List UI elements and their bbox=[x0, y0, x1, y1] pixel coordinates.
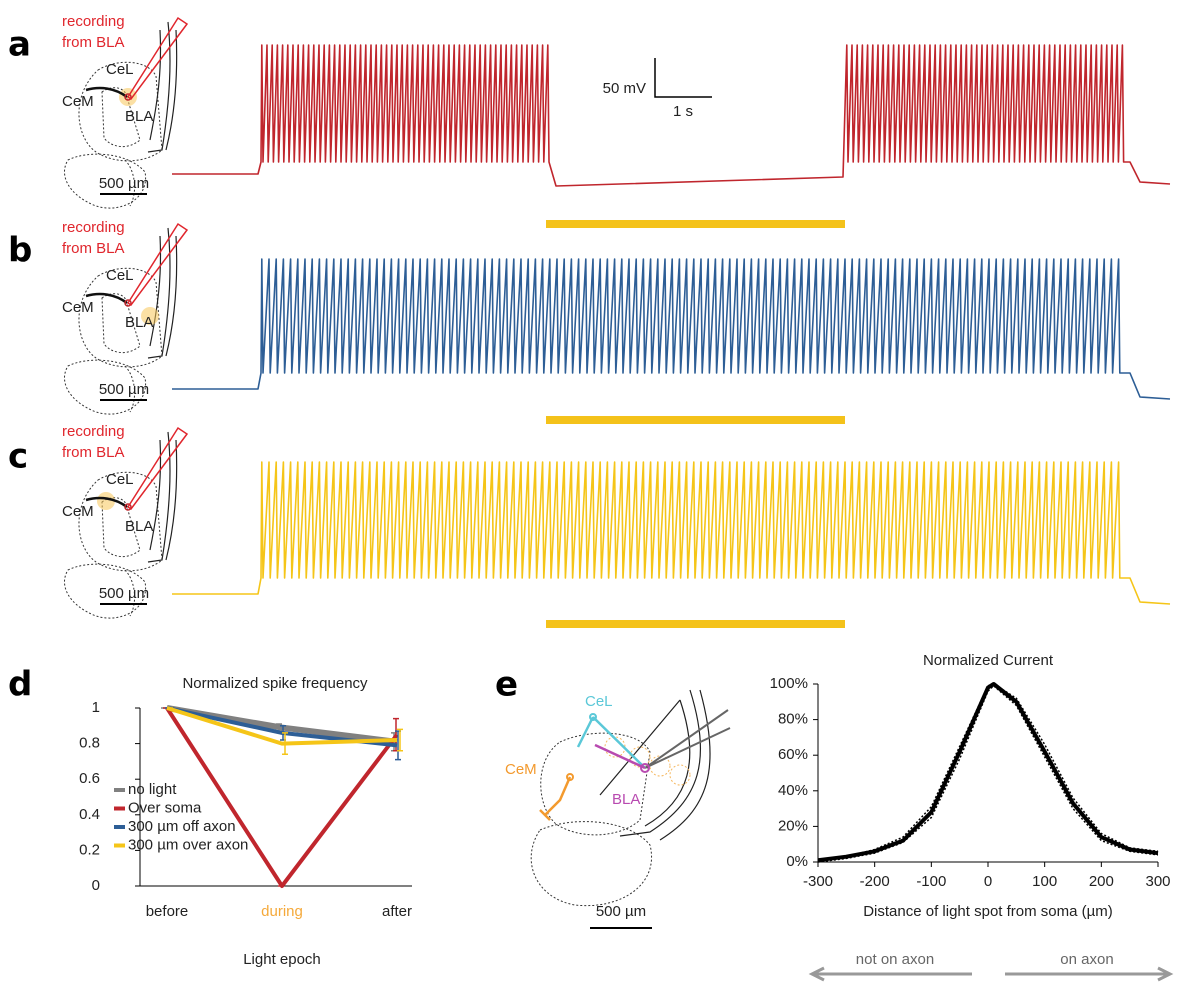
region-label: CeM bbox=[62, 93, 94, 110]
y-tick-label: 0.2 bbox=[79, 841, 100, 858]
panel-label: c bbox=[8, 437, 28, 477]
panel-label: a bbox=[8, 25, 31, 65]
x-axis-label: Light epoch bbox=[243, 951, 321, 968]
y-tick-label: 100% bbox=[770, 675, 808, 692]
x-axis-label: Distance of light spot from soma (µm) bbox=[863, 903, 1113, 920]
region-label: BLA bbox=[125, 314, 153, 331]
arrow-label: not on axon bbox=[856, 951, 934, 968]
arrow bbox=[1005, 968, 1170, 980]
axon bbox=[595, 745, 645, 768]
x-tick-label: after bbox=[382, 903, 412, 920]
y-tick-label: 60% bbox=[778, 746, 808, 763]
anatomy-schematic: recording from BLA CeL CeM BLA 500 µm bbox=[62, 219, 187, 414]
y-tick-label: 0.4 bbox=[79, 806, 100, 823]
chart-title: Normalized Current bbox=[923, 652, 1054, 669]
voltage-trace bbox=[172, 462, 1170, 604]
current-curve bbox=[818, 684, 1158, 860]
current-curve bbox=[818, 686, 1158, 862]
axon bbox=[578, 717, 645, 768]
region-label: BLA bbox=[125, 518, 153, 535]
recording-label: recording bbox=[62, 219, 125, 236]
region-label: CeL bbox=[106, 61, 134, 78]
y-tick-label: 0 bbox=[92, 877, 100, 894]
region-label: CeM bbox=[505, 761, 537, 778]
recording-label: recording bbox=[62, 423, 125, 440]
x-tick-label: 200 bbox=[1089, 873, 1114, 890]
region-label: CeL bbox=[106, 267, 134, 284]
series-line bbox=[167, 708, 397, 742]
region-outline bbox=[541, 733, 650, 835]
anatomy-schematic: recording from BLA CeL CeM BLA 500 µm bbox=[62, 13, 187, 208]
x-tick-label: 0 bbox=[984, 873, 992, 890]
anatomy-schematic: recording from BLA CeL CeM BLA 500 µm bbox=[62, 423, 187, 618]
region-label: BLA bbox=[125, 108, 153, 125]
x-tick-label: 100 bbox=[1032, 873, 1057, 890]
current-curve bbox=[818, 684, 1158, 860]
y-tick-label: 20% bbox=[778, 817, 808, 834]
scale-label: 50 mV bbox=[603, 80, 646, 97]
capsule bbox=[166, 30, 177, 150]
region-label: CeM bbox=[62, 299, 94, 316]
x-tick-label: during bbox=[261, 903, 303, 920]
legend-label: no light bbox=[128, 781, 177, 798]
panel-label: d bbox=[8, 665, 32, 705]
voltage-trace bbox=[172, 45, 1170, 186]
voltage-trace bbox=[172, 259, 1170, 399]
y-tick-label: 80% bbox=[778, 711, 808, 728]
legend-label: Over soma bbox=[128, 799, 202, 816]
capsule bbox=[166, 236, 177, 356]
capsule bbox=[600, 690, 710, 840]
x-tick-label: -200 bbox=[860, 873, 890, 890]
capsule bbox=[166, 440, 177, 560]
arrow-label: on axon bbox=[1060, 951, 1113, 968]
scale-label: 500 µm bbox=[99, 175, 149, 192]
axon bbox=[540, 777, 570, 820]
region-label: CeM bbox=[62, 503, 94, 520]
electrode bbox=[645, 710, 730, 768]
panel-label: b bbox=[8, 231, 32, 271]
anatomy-schematic: CeL CeM BLA 500 µm bbox=[505, 690, 730, 928]
x-tick-label: -300 bbox=[803, 873, 833, 890]
legend-label: 300 µm over axon bbox=[128, 836, 248, 853]
y-tick-label: 40% bbox=[778, 782, 808, 799]
figure: abcderecordingfrom BLACeLCeMBLA500 µmrec… bbox=[0, 0, 1180, 987]
light-bar bbox=[546, 620, 845, 628]
electrode bbox=[128, 18, 187, 99]
light-bar bbox=[546, 416, 845, 424]
region-label: BLA bbox=[612, 791, 640, 808]
chart-title: Normalized spike frequency bbox=[182, 675, 368, 692]
x-tick-label: before bbox=[146, 903, 189, 920]
light-spot bbox=[97, 492, 115, 510]
recording-label: recording bbox=[62, 13, 125, 30]
region-label: CeL bbox=[106, 471, 134, 488]
electrode bbox=[128, 428, 187, 509]
recording-label: from BLA bbox=[62, 240, 125, 257]
y-tick-label: 0.8 bbox=[79, 735, 100, 752]
scale-label: 1 s bbox=[673, 103, 693, 120]
region-label: CeL bbox=[585, 693, 613, 710]
recording-label: from BLA bbox=[62, 34, 125, 51]
light-spot bbox=[650, 756, 670, 776]
scale-label: 500 µm bbox=[99, 585, 149, 602]
y-tick-label: 0% bbox=[786, 853, 808, 870]
arrow bbox=[812, 968, 972, 980]
scale-label: 500 µm bbox=[99, 381, 149, 398]
panel-label: e bbox=[495, 665, 518, 705]
electrode bbox=[128, 224, 187, 305]
light-bar bbox=[546, 220, 845, 228]
legend-label: 300 µm off axon bbox=[128, 818, 236, 835]
scale-bar bbox=[655, 58, 712, 97]
y-tick-label: 1 bbox=[92, 699, 100, 716]
y-tick-label: 0.6 bbox=[79, 770, 100, 787]
scale-label: 500 µm bbox=[596, 903, 646, 920]
x-tick-label: 300 bbox=[1145, 873, 1170, 890]
x-tick-label: -100 bbox=[916, 873, 946, 890]
recording-label: from BLA bbox=[62, 444, 125, 461]
